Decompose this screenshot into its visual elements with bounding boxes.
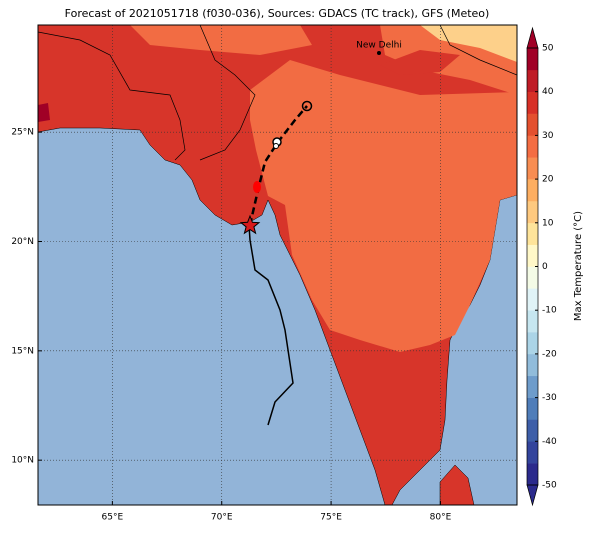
y-tick-label: 25°N (11, 128, 34, 138)
colorbar-arrow (526, 484, 539, 507)
border (199, 25, 256, 161)
colorbar-band (527, 48, 538, 71)
track-observed (248, 224, 294, 426)
x-tick-label: 80°E (430, 513, 452, 523)
colorbar-tick-label: -10 (542, 306, 557, 316)
colorbar-band (527, 135, 538, 158)
colorbar-arrow (526, 26, 539, 49)
x-tick-label: 75°E (320, 513, 342, 523)
forecast-point (301, 100, 313, 112)
colorbar-band (527, 310, 538, 333)
map-frame (37, 24, 518, 506)
colorbar-band (527, 179, 538, 202)
colorbar-tick-label: -40 (542, 437, 557, 447)
hot-region (38, 103, 50, 122)
y-tick-label: 20°N (11, 237, 34, 247)
warm-region (130, 25, 312, 55)
colorbar-tick-label: 0 (542, 262, 548, 272)
colorbar-band (527, 332, 538, 355)
colorbar-label: Max Temperature (°C) (573, 211, 584, 321)
colorbar-band (527, 463, 538, 486)
hot-region (380, 50, 460, 75)
colorbar-band (527, 353, 538, 377)
colorbar-band (527, 375, 538, 398)
colorbar-band (527, 397, 538, 420)
colorbar-band (527, 157, 538, 180)
colorbar-band (527, 113, 538, 136)
colorbar-band (527, 244, 538, 267)
colorbar-band (527, 419, 538, 442)
city-label: New Delhi (356, 41, 402, 51)
y-tick-label: 10°N (11, 456, 34, 466)
border (439, 25, 517, 76)
forecast-point (273, 143, 279, 149)
landfall-star (239, 214, 261, 235)
colorbar-tick-label: 30 (542, 131, 554, 141)
colorbar-band (527, 200, 538, 224)
colorbar-band (527, 91, 538, 114)
map (38, 25, 517, 505)
cyclone-track (239, 100, 313, 426)
gridlines (38, 25, 517, 505)
x-tick-label: 70°E (211, 513, 233, 523)
colorbar-band (527, 222, 538, 245)
colorbar-tick-label: 10 (542, 218, 554, 228)
colorbar-band (527, 288, 538, 311)
colorbar-tick-label: 50 (542, 44, 554, 54)
warm-region (250, 60, 517, 352)
colorbar-tick-label: -50 (542, 481, 557, 491)
colorbar-tick-label: -20 (542, 349, 557, 359)
colorbar-tick-label: -30 (542, 393, 557, 403)
colorbar-band (527, 69, 538, 92)
colorbar-tick-label: 40 (542, 87, 554, 97)
colorbar-tick-label: 20 (542, 175, 554, 185)
colorbar-band (527, 441, 538, 464)
colorbar-band (527, 266, 538, 289)
border (38, 31, 186, 161)
title: Forecast of 2021051718 (f030-036), Sourc… (65, 7, 490, 20)
city-dot (377, 51, 381, 55)
y-tick-label: 15°N (11, 346, 34, 356)
current-position (253, 181, 261, 193)
x-tick-label: 65°E (102, 513, 124, 523)
